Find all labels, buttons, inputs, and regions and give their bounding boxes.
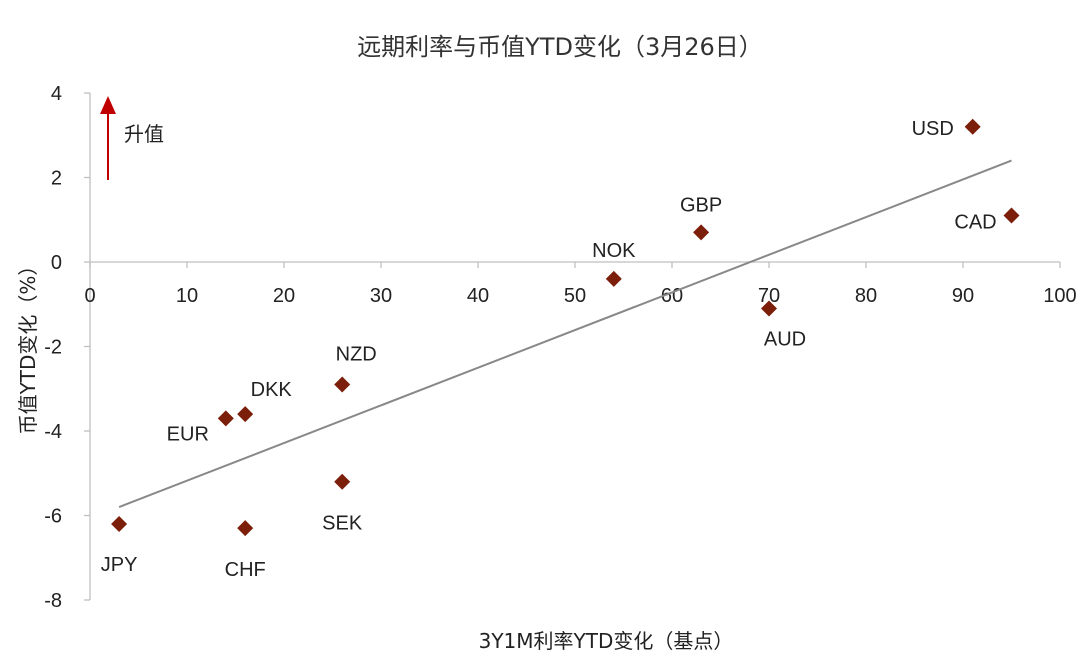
y-tick-label: -8 [44, 590, 62, 612]
y-tick-label: 4 [51, 83, 62, 105]
point-label-nzd: NZD [336, 344, 377, 366]
annotation-group: 升值 [100, 96, 164, 180]
x-tick-label: 40 [467, 285, 489, 307]
point-label-jpy: JPY [101, 554, 138, 576]
x-tick-label: 100 [1043, 285, 1076, 307]
point-label-dkk: DKK [251, 379, 293, 401]
chart-title: 远期利率与币值YTD变化（3月26日） [357, 33, 763, 61]
y-tick-label: -6 [44, 506, 62, 528]
appreciation-label: 升值 [124, 122, 164, 146]
x-tick-label: 70 [758, 285, 780, 307]
y-tick-label: -4 [44, 421, 62, 443]
point-cad [1003, 207, 1020, 224]
trendline-group [118, 159, 1012, 508]
x-tick-label: 30 [370, 285, 392, 307]
y-tick-label: 2 [51, 168, 62, 190]
point-jpy [111, 515, 128, 532]
x-tick-label: 20 [273, 285, 295, 307]
point-label-chf: CHF [225, 559, 266, 581]
x-axis-title: 3Y1M利率YTD变化（基点） [479, 629, 734, 653]
point-label-sek: SEK [322, 513, 363, 535]
appreciation-arrow-head-icon [100, 96, 116, 114]
point-sek [334, 473, 351, 490]
point-label-aud: AUD [764, 328, 806, 350]
points-group: USD CAD GBP NOK AUD NZD DKK EUR SEK JPY CHF [101, 118, 1020, 581]
y-tick-label: 0 [51, 252, 62, 274]
point-aud [761, 300, 777, 317]
x-tick-label: 50 [564, 285, 586, 307]
point-label-nok: NOK [592, 240, 636, 262]
point-dkk [237, 406, 254, 423]
x-tick-label: 80 [855, 285, 877, 307]
point-label-cad: CAD [954, 212, 996, 234]
point-eur [217, 410, 234, 427]
x-tick-label: 90 [952, 285, 974, 307]
point-usd [964, 118, 981, 135]
point-label-eur: EUR [167, 423, 209, 445]
point-label-gbp: GBP [680, 194, 722, 216]
point-gbp [693, 224, 710, 241]
x-tick-label: 0 [84, 285, 95, 307]
point-nzd [334, 376, 351, 393]
y-tick-label: -2 [44, 337, 62, 359]
point-nok [605, 270, 622, 287]
point-label-usd: USD [912, 118, 954, 140]
point-chf [237, 520, 254, 537]
y-axis-title: 币值YTD变化（%） [16, 256, 40, 435]
trendline [118, 159, 1012, 508]
x-tick-label: 10 [176, 285, 198, 307]
